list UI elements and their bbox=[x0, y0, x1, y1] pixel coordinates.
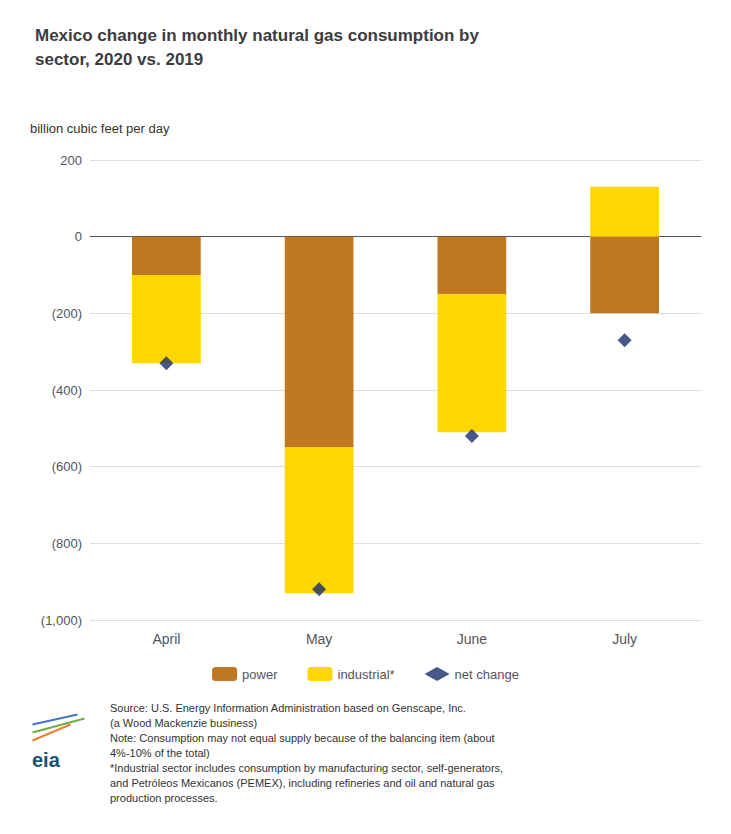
svg-text:0: 0 bbox=[75, 229, 82, 244]
svg-text:net change: net change bbox=[455, 667, 519, 682]
svg-text:(600): (600) bbox=[52, 459, 82, 474]
svg-text:July: July bbox=[612, 631, 637, 647]
svg-text:April: April bbox=[152, 631, 180, 647]
svg-text:(a Wood Mackenzie business): (a Wood Mackenzie business) bbox=[110, 717, 257, 729]
svg-text:200: 200 bbox=[60, 153, 82, 168]
svg-text:production processes.: production processes. bbox=[110, 792, 218, 804]
svg-text:Source: U.S. Energy Informatio: Source: U.S. Energy Information Administ… bbox=[110, 702, 466, 714]
svg-text:eia: eia bbox=[32, 749, 61, 771]
svg-text:industrial*: industrial* bbox=[337, 667, 394, 682]
svg-text:June: June bbox=[457, 631, 488, 647]
svg-text:*Industrial sector includes co: *Industrial sector includes consumption … bbox=[110, 762, 503, 774]
svg-text:4%-10% of the total): 4%-10% of the total) bbox=[110, 747, 210, 759]
svg-text:(400): (400) bbox=[52, 383, 82, 398]
svg-text:May: May bbox=[306, 631, 332, 647]
svg-text:Mexico change in monthly natur: Mexico change in monthly natural gas con… bbox=[35, 26, 479, 45]
svg-text:(800): (800) bbox=[52, 536, 82, 551]
svg-text:billion cubic feet per day: billion cubic feet per day bbox=[30, 121, 170, 136]
svg-text:Note: Consumption may not equa: Note: Consumption may not equal supply b… bbox=[110, 732, 495, 744]
svg-text:and Petróleos Mexicanos (PEMEX: and Petróleos Mexicanos (PEMEX), includi… bbox=[110, 777, 495, 789]
svg-text:(200): (200) bbox=[52, 306, 82, 321]
svg-text:sector, 2020 vs. 2019: sector, 2020 vs. 2019 bbox=[35, 50, 203, 69]
svg-text:power: power bbox=[242, 667, 278, 682]
svg-text:(1,000): (1,000) bbox=[41, 613, 82, 628]
